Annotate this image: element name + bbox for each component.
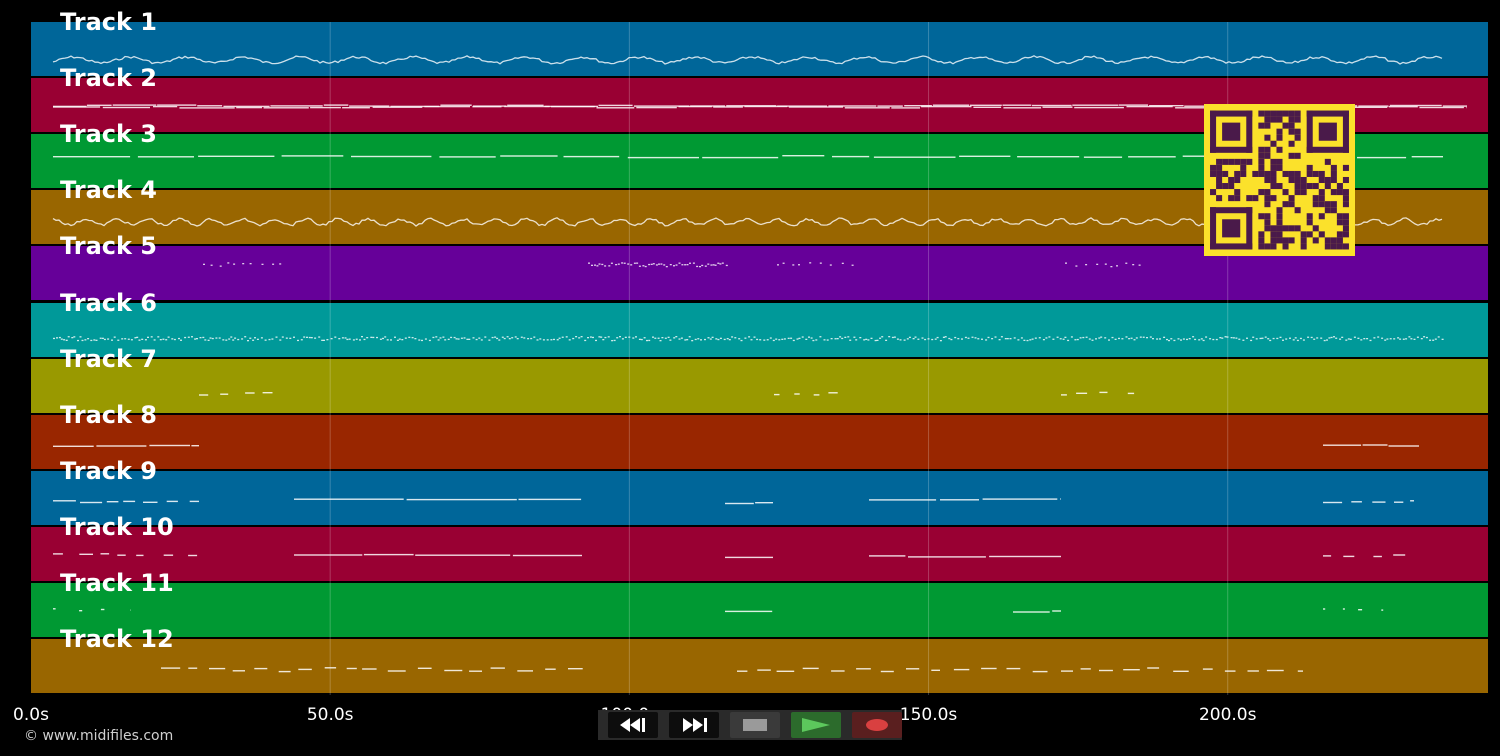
track-10[interactable]: Track 10 xyxy=(31,513,1488,581)
track-name: Track 3 xyxy=(60,120,158,149)
play-icon xyxy=(802,718,830,732)
track-11[interactable]: Track 11 xyxy=(31,569,1488,637)
track-notes xyxy=(53,104,1467,109)
track-7[interactable]: Track 7 xyxy=(31,345,1488,413)
rewind-button[interactable] xyxy=(608,712,658,738)
track-name: Track 12 xyxy=(60,625,174,654)
track-name: Track 8 xyxy=(60,400,158,429)
track-notes xyxy=(203,262,1141,268)
copyright-text: © www.midifiles.com xyxy=(24,728,174,744)
track-notes xyxy=(52,55,1443,65)
track-12[interactable]: Track 12 xyxy=(31,625,1488,694)
fast-forward-button[interactable] xyxy=(669,712,719,738)
time-tick-label: 50.0s xyxy=(306,705,354,725)
transport-controls xyxy=(598,710,902,740)
time-tick-label: 0.0s xyxy=(13,705,49,725)
track-notes xyxy=(53,335,1444,341)
track-1[interactable]: Track 1 xyxy=(31,8,1488,76)
time-tick-label: 200.0s xyxy=(1198,705,1257,725)
record-icon xyxy=(866,719,888,731)
track-name: Track 4 xyxy=(60,176,158,205)
track-notes xyxy=(53,552,1406,558)
track-name: Track 1 xyxy=(60,8,158,36)
record-button[interactable] xyxy=(852,712,902,738)
track-notes xyxy=(53,608,1384,613)
time-tick-label: 150.0s xyxy=(899,705,958,725)
track-8[interactable]: Track 8 xyxy=(31,401,1488,469)
fast-forward-icon xyxy=(683,718,707,732)
track-name: Track 7 xyxy=(60,344,158,373)
track-name: Track 10 xyxy=(60,512,174,541)
stop-icon xyxy=(743,719,767,731)
track-name: Track 9 xyxy=(60,456,158,485)
track-notes xyxy=(161,667,1303,673)
qr-code-image xyxy=(1210,110,1349,250)
track-name: Track 11 xyxy=(60,569,174,597)
track-notes xyxy=(53,498,1414,504)
track-name: Track 2 xyxy=(60,64,158,93)
piano-roll: Track 1 Track 2 Track 3 Track 4 Track 5 Track… xyxy=(31,8,1488,695)
track-6[interactable]: Track 6 xyxy=(31,289,1488,357)
track-notes xyxy=(199,391,1135,396)
track-9[interactable]: Track 9 xyxy=(31,457,1488,525)
track-notes xyxy=(53,443,1419,447)
qr-code xyxy=(1204,104,1355,256)
rewind-icon xyxy=(620,718,645,732)
stop-button[interactable] xyxy=(730,712,780,738)
track-name: Track 5 xyxy=(60,232,158,261)
play-button[interactable] xyxy=(791,712,841,738)
track-name: Track 6 xyxy=(60,288,158,317)
